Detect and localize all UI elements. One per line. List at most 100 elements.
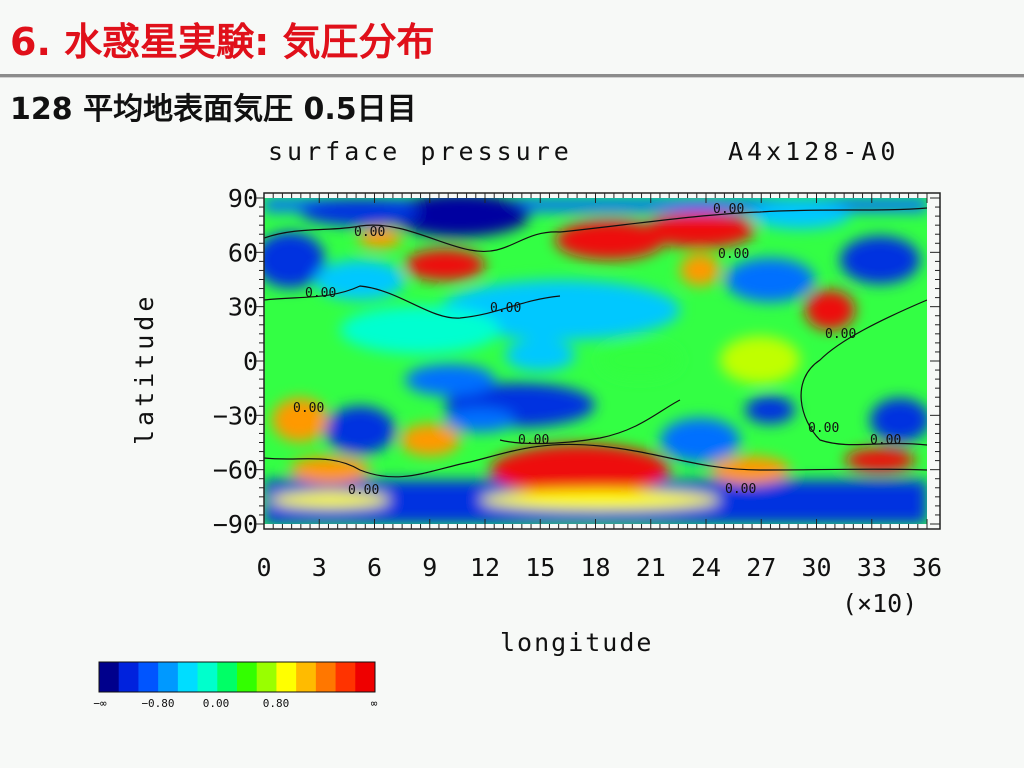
x-tick-label: 27 xyxy=(746,553,776,582)
title-divider-shadow xyxy=(0,77,1024,78)
heatmap-region xyxy=(315,260,405,300)
heatmap-region xyxy=(840,236,920,284)
x-tick-label: 15 xyxy=(525,553,555,582)
contour-label: 0.00 xyxy=(808,421,839,436)
x-tick-labels: 0 3 6 9 12 15 18 21 24 27 30 33 36 xyxy=(256,553,942,582)
y-tick-label: −90 xyxy=(213,510,258,539)
x-tick-label: 24 xyxy=(691,553,721,582)
x-axis-label: longitude xyxy=(500,628,653,657)
contour-label: 0.00 xyxy=(718,247,749,262)
heatmap-region xyxy=(390,198,530,237)
colorbar-swatch xyxy=(315,662,337,692)
x-tick-label: 6 xyxy=(367,553,382,582)
heatmap-region xyxy=(340,306,500,354)
y-tick-label: 90 xyxy=(228,184,258,213)
colorbar-swatch xyxy=(177,662,199,692)
contour-label: 0.00 xyxy=(354,225,385,240)
colorbar-swatch xyxy=(256,662,277,692)
x-tick-label: 21 xyxy=(636,553,666,582)
contour-label: 0.00 xyxy=(293,401,324,416)
heatmap-region xyxy=(405,249,485,281)
x-multiplier-label: (×10) xyxy=(842,589,917,618)
contour-label: 0.00 xyxy=(518,433,549,448)
heatmap-region xyxy=(300,198,420,226)
heatmap-region xyxy=(358,228,402,248)
contour-label: 0.00 xyxy=(348,483,379,498)
heatmap-region xyxy=(445,408,515,432)
x-tick-label: 9 xyxy=(422,553,437,582)
contour-labels: 0.00 0.00 0.00 0.00 0.00 0.00 0.00 0.00 0.00 0.00… xyxy=(293,202,901,498)
contour-label: 0.00 xyxy=(713,202,744,217)
contour-line xyxy=(499,399,681,445)
colorbar-swatch xyxy=(335,662,356,692)
contour-line xyxy=(264,207,927,252)
contour-label: 0.00 xyxy=(870,433,901,448)
colorbar-label: 0.00 xyxy=(203,697,230,710)
colorbar-swatch xyxy=(355,662,376,692)
colorbar-swatch xyxy=(118,662,139,692)
x-tick-label: 0 xyxy=(256,553,271,582)
chart-run-label: A4x128-A0 xyxy=(728,137,899,166)
heatmap-region xyxy=(680,254,720,286)
y-tick-label: 0 xyxy=(243,347,258,376)
contour-line xyxy=(264,443,927,478)
x-tick-label: 33 xyxy=(857,553,887,582)
contour-label: 0.00 xyxy=(825,327,856,342)
heatmap-region xyxy=(264,232,325,288)
y-tick-label: −60 xyxy=(213,456,258,485)
contour-line xyxy=(264,285,561,319)
x-tick-label: 12 xyxy=(470,553,500,582)
heatmap-region xyxy=(270,492,390,508)
heatmap-region xyxy=(725,258,815,302)
contour-line xyxy=(800,299,927,446)
contour-label: 0.00 xyxy=(305,286,336,301)
heatmap-region xyxy=(645,212,755,248)
x-tick-label: 18 xyxy=(580,553,610,582)
heatmap-region xyxy=(325,406,395,454)
x-tick-label: 3 xyxy=(312,553,327,582)
contour-label: 0.00 xyxy=(490,301,521,316)
colorbar-swatch xyxy=(197,662,218,692)
colorbar-swatch xyxy=(99,662,120,692)
chart-title: surface pressure xyxy=(268,137,573,166)
colorbar-swatch xyxy=(138,662,159,692)
colorbar-label: −0.80 xyxy=(141,697,174,710)
slide-subtitle: 128 平均地表面気圧 0.5日目 xyxy=(10,92,417,127)
slide-title: 6. 水惑星実験: 気圧分布 xyxy=(10,20,435,64)
y-tick-label: −30 xyxy=(213,401,258,430)
y-tick-labels: 90 60 30 0 −30 −60 −90 xyxy=(213,184,258,539)
heatmap-region xyxy=(745,396,795,424)
contour-label: 0.00 xyxy=(725,482,756,497)
heatmap-region xyxy=(870,398,927,442)
heatmap-region xyxy=(405,364,495,396)
colorbar-label: ∞ xyxy=(371,697,378,710)
heatmap-field xyxy=(264,198,927,524)
colorbar-label: −∞ xyxy=(93,697,107,710)
colorbar-frame xyxy=(98,661,376,693)
heatmap-region xyxy=(400,424,460,456)
heatmap-region xyxy=(805,290,855,330)
heatmap-region xyxy=(290,456,370,484)
heatmap-region xyxy=(750,201,850,229)
x-tick-label: 30 xyxy=(801,553,831,582)
colorbar-swatch xyxy=(217,662,238,692)
colorbar-swatch xyxy=(158,662,179,692)
colorbar-swatch xyxy=(237,662,258,692)
y-tick-label: 60 xyxy=(228,238,258,267)
heatmap-region xyxy=(600,342,680,378)
x-tick-label: 36 xyxy=(912,553,942,582)
heatmap-region xyxy=(440,280,680,340)
colorbar xyxy=(98,661,376,693)
heatmap-region xyxy=(845,448,915,472)
heatmap-region xyxy=(505,339,575,371)
y-axis-label: latitude xyxy=(130,293,159,445)
title-divider xyxy=(0,74,1024,77)
colorbar-label: 0.80 xyxy=(263,697,290,710)
heatmap-region xyxy=(480,490,720,510)
heatmap-region xyxy=(272,398,328,442)
colorbar-labels: −∞ −0.80 0.00 0.80 ∞ xyxy=(93,697,377,710)
heatmap-region xyxy=(490,444,670,496)
axis-ticks xyxy=(254,193,940,529)
zero-contours xyxy=(264,207,927,478)
